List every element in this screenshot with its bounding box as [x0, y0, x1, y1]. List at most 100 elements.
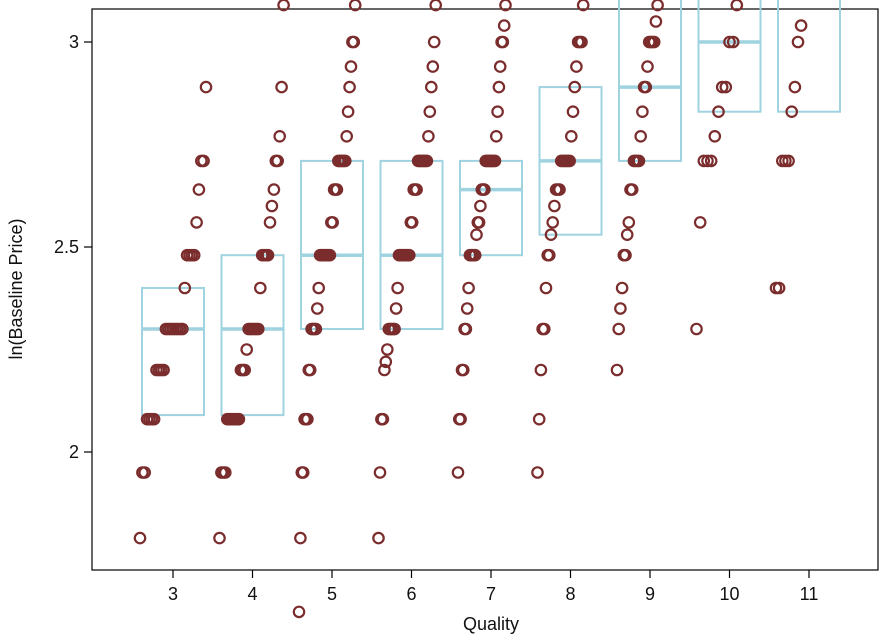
data-point — [296, 466, 310, 479]
x-axis: 3 4 5 6 7 8 9 10 11 — [168, 570, 818, 604]
data-point — [187, 248, 201, 262]
iqr-box — [459, 159, 523, 257]
data-point — [424, 80, 438, 94]
data-point — [330, 183, 344, 196]
data-point — [634, 130, 647, 143]
data-point — [730, 0, 744, 12]
data-point — [451, 466, 465, 479]
data-point — [570, 60, 583, 73]
iqr-box — [141, 287, 205, 417]
data-point — [625, 183, 639, 196]
data-point — [651, 0, 664, 12]
data-point — [388, 322, 401, 336]
data-point — [376, 412, 390, 426]
data-point — [405, 216, 419, 229]
data-point — [641, 60, 654, 73]
data-point — [639, 80, 653, 94]
data-point — [372, 531, 385, 545]
data-point — [576, 0, 590, 12]
data-point — [176, 322, 189, 336]
data-point — [701, 154, 714, 168]
data-point — [791, 35, 805, 49]
plot-frame — [91, 8, 879, 571]
data-point — [548, 199, 561, 213]
data-point — [402, 248, 416, 262]
data-point — [253, 281, 267, 295]
data-point — [380, 343, 394, 356]
data-point — [343, 80, 356, 94]
data-point — [348, 0, 362, 12]
data-point — [468, 248, 482, 262]
data-point — [379, 355, 393, 369]
data-point — [190, 216, 203, 229]
data-point — [544, 228, 558, 241]
iqr-box — [379, 159, 444, 330]
data-point — [312, 281, 325, 295]
data-point — [542, 248, 556, 262]
data-point — [429, 0, 442, 12]
data-point — [460, 302, 474, 315]
data-point — [301, 412, 314, 426]
iqr-box — [618, 0, 682, 162]
data-point — [219, 466, 232, 479]
data-point — [263, 216, 277, 229]
data-point — [197, 154, 210, 168]
data-point — [341, 105, 355, 118]
data-point — [474, 199, 487, 213]
data-point — [785, 105, 798, 118]
data-point — [488, 154, 502, 168]
data-point — [303, 363, 317, 377]
data-point — [493, 60, 507, 73]
data-point — [213, 531, 226, 545]
data-point — [310, 302, 324, 315]
data-point — [636, 105, 649, 118]
iqr-box — [777, 0, 841, 113]
data-point — [410, 183, 423, 196]
data-point — [496, 35, 510, 49]
data-point — [423, 105, 437, 118]
y-axis: 1.522.533.54 — [54, 32, 92, 462]
x-tick-label: 5 — [327, 584, 337, 604]
data-point — [499, 0, 512, 12]
data-point — [192, 183, 206, 196]
data-point — [472, 216, 486, 229]
data-point — [261, 248, 275, 262]
data-point — [267, 183, 281, 196]
data-point — [723, 35, 736, 49]
data-point — [422, 130, 435, 143]
data-point — [470, 228, 483, 241]
data-point — [456, 363, 470, 377]
data-point — [459, 322, 473, 336]
data-point — [491, 105, 504, 118]
data-point — [373, 466, 387, 479]
data-point — [265, 199, 279, 213]
data-point — [564, 130, 578, 143]
data-point — [157, 363, 170, 377]
data-point — [612, 322, 625, 336]
data-point — [232, 412, 246, 426]
iqr-box — [220, 254, 285, 417]
data-point — [238, 363, 251, 377]
data-point — [546, 216, 559, 229]
data-point — [292, 605, 306, 619]
data-point — [708, 130, 722, 143]
box-layer — [141, 0, 841, 417]
data-point — [251, 322, 265, 336]
data-point — [610, 363, 624, 377]
data-point — [712, 105, 725, 118]
data-point — [537, 322, 551, 336]
x-tick-label: 4 — [247, 584, 257, 604]
data-point — [619, 248, 632, 262]
x-tick-label: 11 — [800, 584, 819, 604]
data-point — [294, 531, 307, 545]
data-point — [553, 183, 566, 196]
data-point — [178, 281, 192, 295]
data-point — [309, 322, 323, 336]
points-layer — [133, 0, 808, 619]
data-point — [726, 35, 740, 49]
data-point — [240, 343, 253, 356]
data-point — [719, 80, 733, 94]
data-point — [539, 281, 553, 295]
data-point — [326, 216, 339, 229]
y-tick-label: 2 — [69, 442, 79, 462]
